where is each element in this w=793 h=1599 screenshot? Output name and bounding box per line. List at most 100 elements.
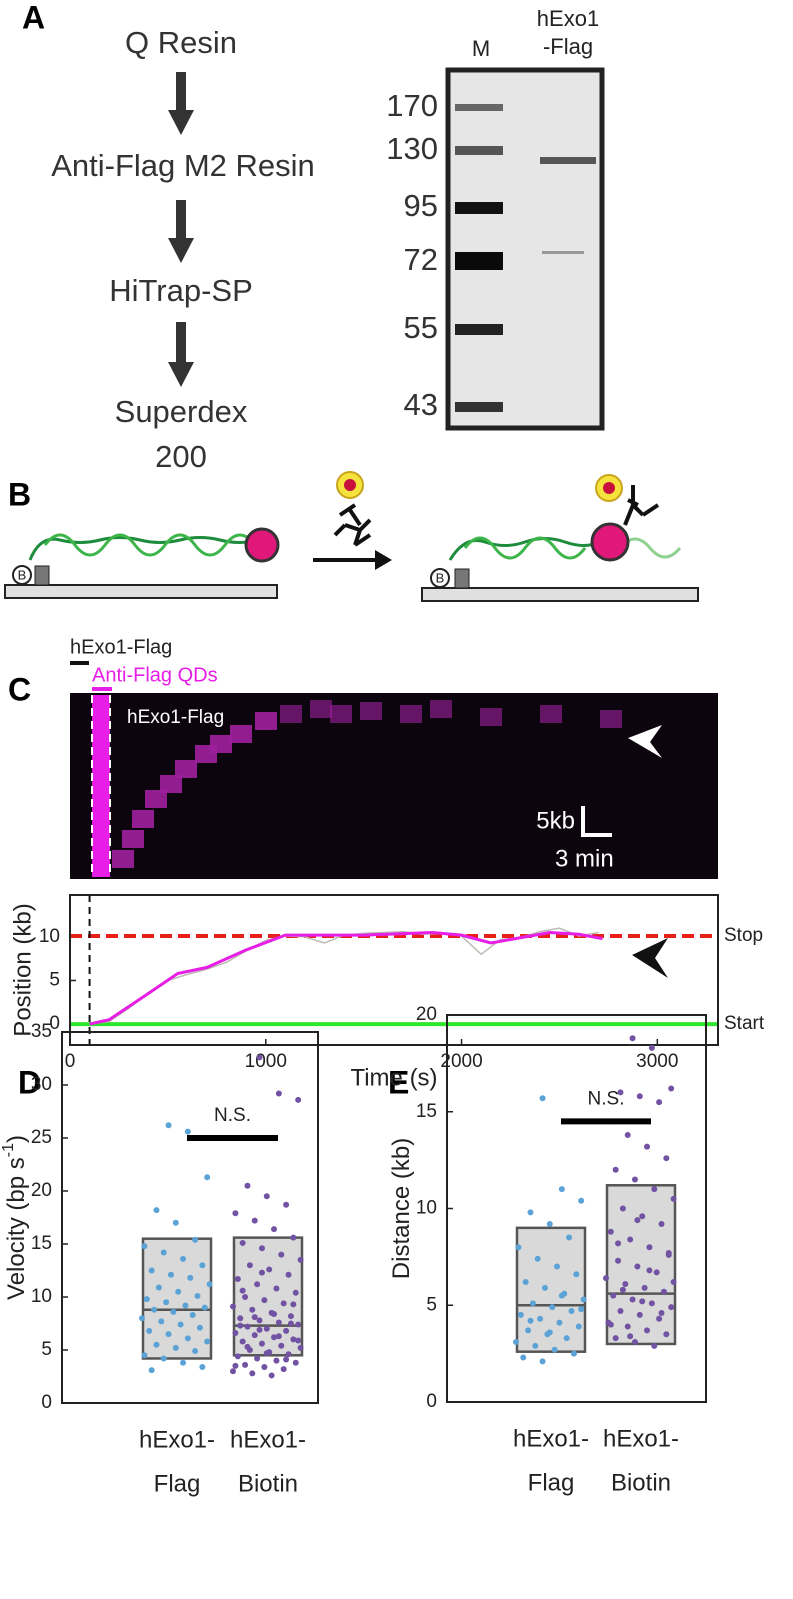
point xyxy=(290,1301,297,1308)
series-line xyxy=(89,930,603,1026)
point xyxy=(653,1269,660,1276)
point xyxy=(153,1207,160,1214)
point xyxy=(634,1263,641,1270)
plot-frame xyxy=(69,894,719,1046)
point xyxy=(663,1155,670,1162)
point xyxy=(290,1234,297,1241)
point xyxy=(529,1300,536,1307)
blob xyxy=(400,705,422,723)
step: 200 xyxy=(155,439,207,474)
point xyxy=(658,1220,665,1227)
point xyxy=(180,1359,187,1366)
point xyxy=(615,1257,622,1264)
point xyxy=(551,1346,558,1353)
point xyxy=(525,1327,532,1334)
blob xyxy=(132,810,154,828)
point xyxy=(615,1240,622,1247)
point xyxy=(258,1269,265,1276)
point xyxy=(261,1363,268,1370)
y-tick-label: 15 xyxy=(31,1233,52,1254)
blob xyxy=(600,710,622,728)
point xyxy=(251,1314,258,1321)
point xyxy=(278,1342,285,1349)
label: hExo1-Flag xyxy=(127,707,224,728)
point xyxy=(160,1355,167,1362)
point xyxy=(566,1234,573,1241)
point xyxy=(578,1306,585,1313)
point xyxy=(266,1266,273,1273)
band xyxy=(455,324,503,335)
blob xyxy=(255,712,277,730)
kymograph: hExo1-Flag Anti-Flag QDs hExo1-Flag 5kb … xyxy=(70,636,718,978)
point xyxy=(237,1322,244,1329)
x-tick-label: 1000 xyxy=(245,1051,287,1072)
y-axis-label: Position (kb) xyxy=(9,903,36,1036)
point xyxy=(163,1299,170,1306)
point xyxy=(204,1338,211,1345)
point xyxy=(513,1339,519,1346)
point xyxy=(670,1195,677,1202)
y-axis-label-part: ) xyxy=(3,1135,30,1143)
point xyxy=(182,1302,189,1309)
point xyxy=(192,1236,199,1243)
x-tick-label: hExo1- xyxy=(603,1425,679,1452)
point xyxy=(619,1205,626,1212)
point xyxy=(297,1256,304,1263)
lane-label: M xyxy=(472,36,490,61)
point xyxy=(239,1338,246,1345)
point xyxy=(651,1186,658,1193)
point xyxy=(527,1209,534,1216)
point xyxy=(184,1128,191,1135)
point xyxy=(549,1304,556,1311)
point xyxy=(648,1044,655,1051)
point xyxy=(283,1327,290,1334)
point xyxy=(636,1093,643,1100)
marker: 170 xyxy=(386,88,438,123)
point xyxy=(290,1336,297,1343)
point xyxy=(280,1366,287,1373)
point xyxy=(603,1275,609,1282)
marker: 95 xyxy=(404,188,438,223)
point xyxy=(517,1311,524,1318)
point xyxy=(271,1226,278,1233)
point xyxy=(244,1343,251,1350)
x-tick-label: hExo1- xyxy=(230,1426,306,1453)
scale-label: 5kb xyxy=(536,807,575,834)
blob xyxy=(430,700,452,718)
series-line xyxy=(89,927,599,1025)
point xyxy=(275,1319,282,1326)
plot-frame xyxy=(61,1031,319,1404)
x-axis-label: Time (s) xyxy=(350,1064,437,1091)
x-tick-label: Flag xyxy=(154,1470,201,1497)
point xyxy=(287,1313,294,1320)
step: Anti-Flag M2 Resin xyxy=(51,148,315,183)
point xyxy=(239,1287,246,1294)
point xyxy=(271,1310,278,1317)
y-axis-label-part: Velocity (bp s xyxy=(3,1157,30,1300)
point xyxy=(558,1292,565,1299)
point xyxy=(280,1300,287,1307)
point xyxy=(639,1298,646,1305)
point xyxy=(263,1325,270,1332)
point xyxy=(665,1250,672,1257)
point xyxy=(537,1315,544,1322)
point xyxy=(254,1355,261,1362)
panel-letter: D xyxy=(18,1064,41,1100)
point xyxy=(295,1321,302,1328)
blob xyxy=(210,735,232,753)
blob xyxy=(540,705,562,723)
point xyxy=(263,1350,270,1357)
marker: 72 xyxy=(404,242,438,277)
blob xyxy=(360,702,382,720)
point xyxy=(239,1239,246,1246)
point xyxy=(607,1321,614,1328)
y-axis-label-part: -1 xyxy=(0,1143,17,1157)
point xyxy=(234,1353,241,1360)
blob xyxy=(112,850,134,868)
blob xyxy=(175,760,197,778)
point xyxy=(641,1284,648,1291)
point xyxy=(232,1362,239,1369)
point xyxy=(534,1255,541,1262)
marker: 55 xyxy=(404,310,438,345)
marker: 130 xyxy=(386,131,438,166)
